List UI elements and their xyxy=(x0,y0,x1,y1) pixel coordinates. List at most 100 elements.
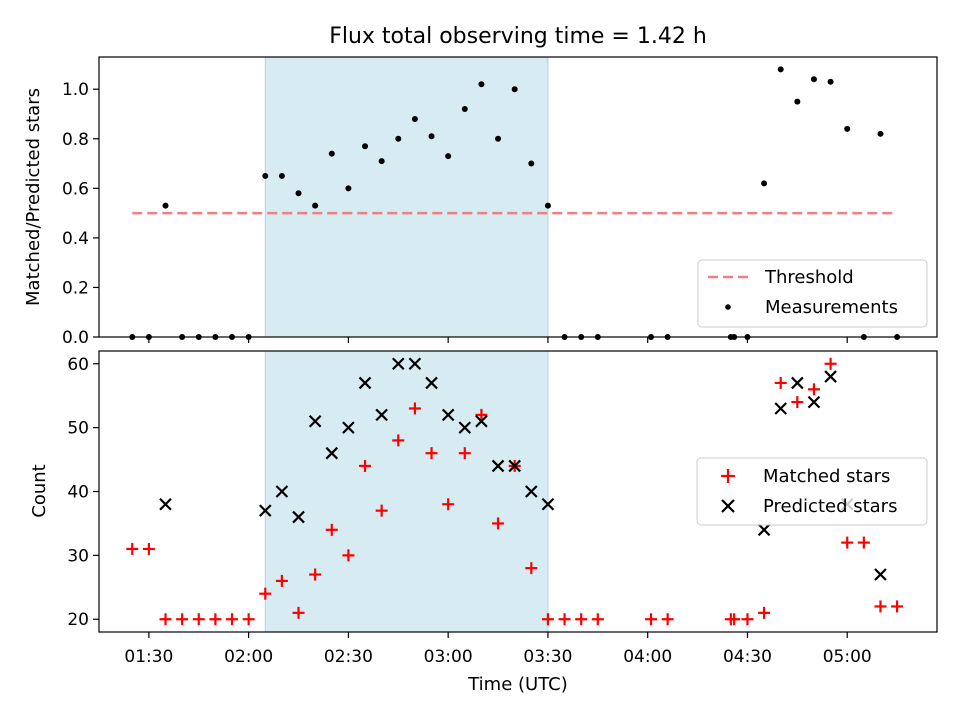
legend-matched-swatch xyxy=(721,469,735,483)
matched-star-point xyxy=(226,613,239,626)
predicted-star-point xyxy=(491,459,505,473)
predicted-star-point xyxy=(325,446,339,460)
predicted-star-point xyxy=(824,370,837,383)
measurement-point xyxy=(428,133,435,140)
measurement-point xyxy=(794,98,801,105)
legend-threshold-label: Threshold xyxy=(764,267,854,288)
predicted-star-point xyxy=(258,504,272,517)
matched-star-point xyxy=(541,613,554,626)
matched-star-point xyxy=(209,613,222,626)
predicted-star-point xyxy=(408,357,422,371)
matched-star-point xyxy=(359,459,372,472)
legend-measurements-swatch xyxy=(725,304,731,310)
measurement-point xyxy=(411,115,418,122)
bottom-y-ticks: 20 30 40 50 60 xyxy=(67,355,99,630)
measurement-point xyxy=(312,202,319,209)
measurement-point xyxy=(544,202,551,209)
y-tick-label: 60 xyxy=(67,355,89,375)
top-panel: 0.0 0.2 0.4 0.6 0.8 1.0 Matched/Predicted sta… xyxy=(23,56,938,348)
predicted-star-point xyxy=(392,357,405,371)
matched-star-point xyxy=(661,613,674,626)
predicted-star-point xyxy=(159,497,172,511)
measurement-point xyxy=(328,150,335,157)
y-tick-label: 0.8 xyxy=(62,130,89,150)
bottom-legend-box xyxy=(696,457,928,526)
predicted-star-point xyxy=(441,408,455,422)
predicted-star-point xyxy=(458,421,472,434)
predicted-star-point xyxy=(358,376,372,390)
measurement-point xyxy=(278,172,285,179)
matched-star-point xyxy=(242,613,255,626)
top-y-ticks: 0.0 0.2 0.4 0.6 0.8 1.0 xyxy=(62,80,99,348)
y-tick-label: 1.0 xyxy=(62,80,89,100)
matched-star-point xyxy=(408,402,421,415)
matched-star-point xyxy=(375,504,388,517)
legend-measurements-label: Measurements xyxy=(765,297,898,318)
matched-star-point xyxy=(891,600,904,613)
matched-star-point xyxy=(309,568,322,581)
predicted-star-point xyxy=(791,376,804,390)
matched-star-point xyxy=(774,376,787,389)
top-legend-box xyxy=(697,259,928,328)
matched-star-point xyxy=(325,523,338,536)
bottom-panel-frame xyxy=(98,350,938,633)
bottom-y-axis-label: Count xyxy=(29,464,50,517)
measurement-point xyxy=(262,172,269,179)
matched-star-point xyxy=(874,600,887,613)
x-tick-label: 05:00 xyxy=(823,647,872,667)
matched-star-point xyxy=(176,613,189,626)
predicted-star-point xyxy=(807,395,821,409)
predicted-star-point xyxy=(275,485,289,498)
matched-star-point xyxy=(425,447,438,460)
measurement-point xyxy=(295,190,302,197)
measurement-point xyxy=(378,158,385,165)
top-legend: Threshold Measurements xyxy=(697,259,928,328)
bottom-legend: Matched stars Predicted stars xyxy=(696,457,928,526)
measurement-point xyxy=(511,86,518,93)
observation-span-bottom xyxy=(264,350,549,633)
y-tick-label: 50 xyxy=(67,419,89,439)
y-tick-label: 0.4 xyxy=(62,229,89,249)
matched-star-point xyxy=(645,613,658,626)
observation-span-top xyxy=(264,56,549,338)
x-tick-label: 01:30 xyxy=(124,647,173,667)
matched-star-point xyxy=(159,613,172,626)
matched-star-point xyxy=(458,447,471,460)
measurement-point xyxy=(810,76,817,83)
predicted-star-point xyxy=(874,568,887,581)
matched-star-point xyxy=(342,549,355,562)
matched-star-point xyxy=(392,434,405,447)
legend-predicted-swatch xyxy=(721,499,735,513)
top-y-axis-label: Matched/Predicted stars xyxy=(23,88,44,306)
measurement-point xyxy=(827,78,834,85)
y-tick-label: 0.2 xyxy=(62,278,89,298)
measurement-point xyxy=(761,180,768,187)
matched-star-points xyxy=(126,357,904,626)
figure-title: Flux total observing time = 1.42 h xyxy=(329,24,707,49)
x-tick-label: 02:00 xyxy=(224,647,273,667)
predicted-star-point xyxy=(375,408,388,422)
predicted-star-point xyxy=(541,497,555,511)
legend-predicted-label: Predicted stars xyxy=(763,496,897,517)
y-tick-label: 0.0 xyxy=(62,328,89,348)
matched-star-point xyxy=(591,613,604,626)
predicted-star-point xyxy=(292,510,305,524)
matched-star-point xyxy=(492,517,505,530)
x-tick-label: 04:30 xyxy=(723,647,772,667)
matched-star-point xyxy=(558,613,571,626)
x-tick-label: 03:30 xyxy=(523,647,572,667)
matched-star-point xyxy=(728,613,741,626)
measurement-point xyxy=(461,106,468,113)
predicted-star-point xyxy=(308,414,322,428)
predicted-star-point xyxy=(757,523,771,537)
matched-star-point xyxy=(292,606,305,619)
matched-star-point xyxy=(275,574,288,587)
measurement-point xyxy=(478,81,485,88)
matched-star-point xyxy=(841,536,854,549)
matched-star-point xyxy=(791,396,804,409)
y-tick-label: 0.6 xyxy=(62,179,89,199)
bottom-x-ticks: 01:30 02:00 02:30 03:00 03:30 04:00 04:30 05:00 xyxy=(124,632,872,667)
predicted-star-point xyxy=(475,414,488,428)
predicted-star-point xyxy=(508,459,521,473)
